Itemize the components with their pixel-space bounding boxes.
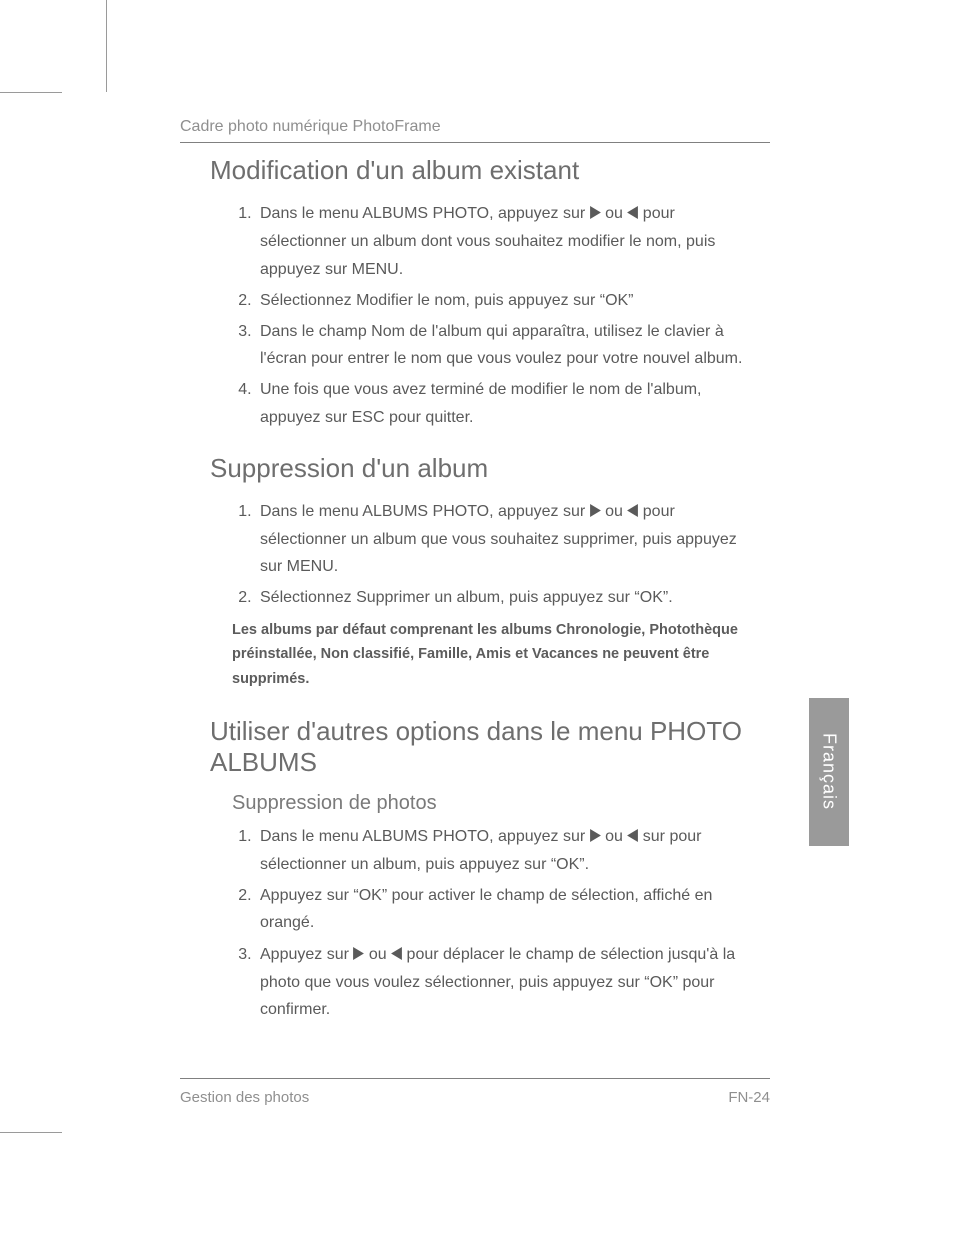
step-item: Sélectionnez Modifier le nom, puis appuy… — [256, 287, 760, 314]
step-text: Dans le menu ALBUMS PHOTO, appuyez sur — [260, 828, 590, 845]
triangle-right-icon — [590, 499, 601, 526]
triangle-left-icon — [391, 942, 402, 969]
step-text: Dans le menu ALBUMS PHOTO, appuyez sur — [260, 503, 590, 520]
language-label: Français — [819, 733, 840, 810]
section-heading-modify: Modification d'un album existant — [210, 155, 770, 186]
crop-mark-left-lower — [0, 1132, 62, 1133]
triangle-left-icon — [627, 824, 638, 851]
step-item: Sélectionnez Supprimer un album, puis ap… — [256, 584, 760, 611]
language-tab: Français — [809, 698, 849, 846]
crop-mark-top — [106, 0, 107, 92]
crop-mark-left-upper — [0, 92, 62, 93]
section-heading-other-options: Utiliser d'autres options dans le menu P… — [210, 716, 770, 778]
page-footer: Gestion des photos FN-24 — [180, 1078, 770, 1106]
triangle-right-icon — [353, 942, 364, 969]
step-item: Dans le champ Nom de l'album qui apparaî… — [256, 318, 760, 372]
steps-modify: Dans le menu ALBUMS PHOTO, appuyez sur o… — [232, 200, 770, 431]
page-content: Cadre photo numérique PhotoFrame Modific… — [180, 118, 770, 1045]
triangle-left-icon — [627, 201, 638, 228]
steps-delete-photos: Dans le menu ALBUMS PHOTO, appuyez sur o… — [232, 823, 770, 1023]
step-text: ou — [605, 828, 627, 845]
note-default-albums: Les albums par défaut comprenant les alb… — [232, 618, 760, 692]
footer-page-number: FN-24 — [728, 1089, 770, 1106]
subsection-delete-photos: Suppression de photos — [232, 792, 770, 815]
step-text: Dans le menu ALBUMS PHOTO, appuyez sur — [260, 205, 585, 222]
header-rule — [180, 142, 770, 143]
step-item: Dans le menu ALBUMS PHOTO, appuyez sur o… — [256, 200, 760, 283]
footer-rule — [180, 1078, 770, 1079]
step-item: Une fois que vous avez terminé de modifi… — [256, 376, 760, 430]
step-item: Appuyez sur “OK” pour activer le champ d… — [256, 882, 760, 936]
steps-delete: Dans le menu ALBUMS PHOTO, appuyez sur o… — [232, 498, 770, 612]
triangle-right-icon — [590, 824, 601, 851]
section-heading-delete: Suppression d'un album — [210, 453, 770, 484]
triangle-right-icon — [590, 201, 601, 228]
step-text: Appuyez sur — [260, 946, 353, 963]
step-item: Appuyez sur ou pour déplacer le champ de… — [256, 941, 760, 1024]
footer-section-name: Gestion des photos — [180, 1089, 309, 1106]
document-header: Cadre photo numérique PhotoFrame — [180, 118, 770, 136]
triangle-left-icon — [627, 499, 638, 526]
step-text: ou — [605, 205, 627, 222]
step-item: Dans le menu ALBUMS PHOTO, appuyez sur o… — [256, 498, 760, 581]
step-item: Dans le menu ALBUMS PHOTO, appuyez sur o… — [256, 823, 760, 878]
step-text: ou — [605, 503, 623, 520]
step-text: ou — [369, 946, 391, 963]
